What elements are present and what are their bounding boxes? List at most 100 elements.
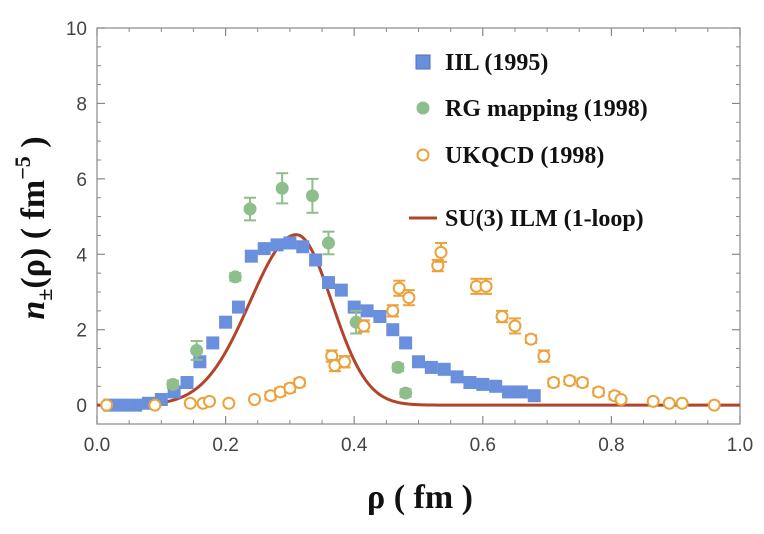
ukqcd-point bbox=[592, 385, 606, 399]
iil-point bbox=[129, 398, 143, 412]
iil-point bbox=[424, 360, 438, 374]
ukqcd-point bbox=[563, 374, 577, 388]
y-title-subscript: ± bbox=[32, 289, 57, 301]
rg-point bbox=[305, 189, 319, 203]
iil-point bbox=[360, 304, 374, 318]
y-tick-label: 2 bbox=[76, 321, 87, 342]
iil-point bbox=[180, 376, 194, 390]
ukqcd-point bbox=[662, 396, 676, 410]
ukqcd-point bbox=[675, 396, 689, 410]
ukqcd-point bbox=[283, 381, 297, 395]
iil-point bbox=[373, 310, 387, 324]
ukqcd-point bbox=[431, 259, 445, 273]
x-tick-label: 0.4 bbox=[341, 435, 368, 456]
ukqcd-point bbox=[293, 376, 307, 390]
iil-point bbox=[244, 249, 258, 263]
ukqcd-series bbox=[100, 241, 721, 412]
x-tick-label: 0.2 bbox=[212, 435, 238, 456]
y-title-exponent: −5 bbox=[10, 156, 35, 180]
rg-point bbox=[275, 181, 289, 195]
iil-point bbox=[527, 389, 541, 403]
ukqcd-point bbox=[222, 396, 236, 410]
rg-point bbox=[391, 360, 405, 374]
ukqcd-point bbox=[183, 396, 197, 410]
x-axis-title: ρ ( fm ) bbox=[367, 479, 473, 516]
iil-point bbox=[116, 398, 130, 412]
iil-point bbox=[399, 336, 413, 350]
rg-series bbox=[166, 172, 413, 400]
iil-point bbox=[514, 385, 528, 399]
ukqcd-point bbox=[386, 304, 400, 318]
ukqcd-point bbox=[100, 398, 114, 412]
ukqcd-point bbox=[479, 279, 493, 293]
x-tick-label: 1.0 bbox=[727, 435, 753, 456]
ukqcd-point bbox=[495, 310, 509, 324]
legend-label: SU(3) ILM (1-loop) bbox=[445, 206, 644, 232]
y-tick-label: 6 bbox=[76, 170, 87, 191]
ukqcd-point bbox=[537, 349, 551, 363]
iil-point bbox=[463, 376, 477, 390]
ukqcd-point bbox=[614, 392, 628, 406]
x-tick-label: 0.8 bbox=[598, 435, 624, 456]
y-title-n: n bbox=[15, 301, 52, 320]
ukqcd-point bbox=[646, 394, 660, 408]
legend: IIL (1995) RG mapping (1998) UKQCD (1998) S… bbox=[409, 50, 648, 232]
ilm-curve bbox=[96, 233, 740, 407]
ukqcd-point bbox=[508, 319, 522, 333]
iil-point bbox=[231, 300, 245, 314]
y-tick-label: 10 bbox=[66, 19, 87, 40]
rg-point bbox=[243, 202, 257, 216]
iil-point bbox=[476, 377, 490, 391]
y-tick-label: 4 bbox=[76, 245, 87, 266]
iil-point bbox=[219, 315, 233, 329]
y-axis-title: n±(ρ) ( fm−5 ) bbox=[10, 136, 57, 319]
iil-point bbox=[296, 240, 310, 254]
legend-label: UKQCD (1998) bbox=[445, 143, 604, 169]
ukqcd-point bbox=[248, 392, 262, 406]
ilm-curve-series bbox=[96, 233, 740, 407]
rg-point bbox=[228, 270, 242, 284]
ukqcd-point bbox=[357, 319, 371, 333]
iil-point bbox=[321, 276, 335, 290]
iil-point bbox=[257, 242, 271, 256]
legend-swatch-ukqcd bbox=[416, 148, 430, 162]
legend-label: IIL (1995) bbox=[445, 50, 548, 76]
legend-swatch-iil bbox=[415, 54, 431, 70]
y-tick-label: 8 bbox=[76, 94, 87, 115]
rg-point bbox=[190, 343, 204, 357]
x-tick-label: 0.0 bbox=[84, 435, 110, 456]
iil-point bbox=[334, 283, 348, 297]
iil-point bbox=[283, 236, 297, 250]
rg-point bbox=[166, 377, 180, 391]
iil-point bbox=[386, 323, 400, 337]
ukqcd-point bbox=[575, 376, 589, 390]
ukqcd-point bbox=[524, 332, 538, 346]
ukqcd-point bbox=[547, 376, 561, 390]
rg-point bbox=[321, 236, 335, 250]
legend-label: RG mapping (1998) bbox=[445, 96, 648, 122]
iil-point bbox=[206, 336, 220, 350]
ukqcd-point bbox=[148, 398, 162, 412]
ukqcd-point bbox=[402, 291, 416, 305]
iil-point bbox=[309, 253, 323, 267]
ukqcd-point bbox=[434, 245, 448, 259]
y-title-mid: (ρ) ( fm bbox=[15, 180, 52, 289]
y-title-end: ) bbox=[15, 136, 52, 156]
iil-point bbox=[270, 238, 284, 252]
iil-point bbox=[450, 370, 464, 384]
ukqcd-point bbox=[707, 398, 721, 412]
ukqcd-point bbox=[392, 281, 406, 295]
iil-series bbox=[103, 236, 541, 412]
ukqcd-point bbox=[203, 394, 217, 408]
y-tick-label: 0 bbox=[76, 396, 87, 417]
rg-point bbox=[399, 386, 413, 400]
legend-swatch-rg bbox=[416, 101, 430, 115]
iil-point bbox=[437, 362, 451, 376]
iil-point bbox=[489, 379, 503, 393]
axis-ticks: 0.0 0.2 0.4 0.6 0.8 1.0 0 2 4 6 8 10 bbox=[66, 19, 753, 456]
iil-point bbox=[502, 385, 516, 399]
ukqcd-point bbox=[338, 355, 352, 369]
iil-point bbox=[193, 355, 207, 369]
x-tick-label: 0.6 bbox=[470, 435, 496, 456]
